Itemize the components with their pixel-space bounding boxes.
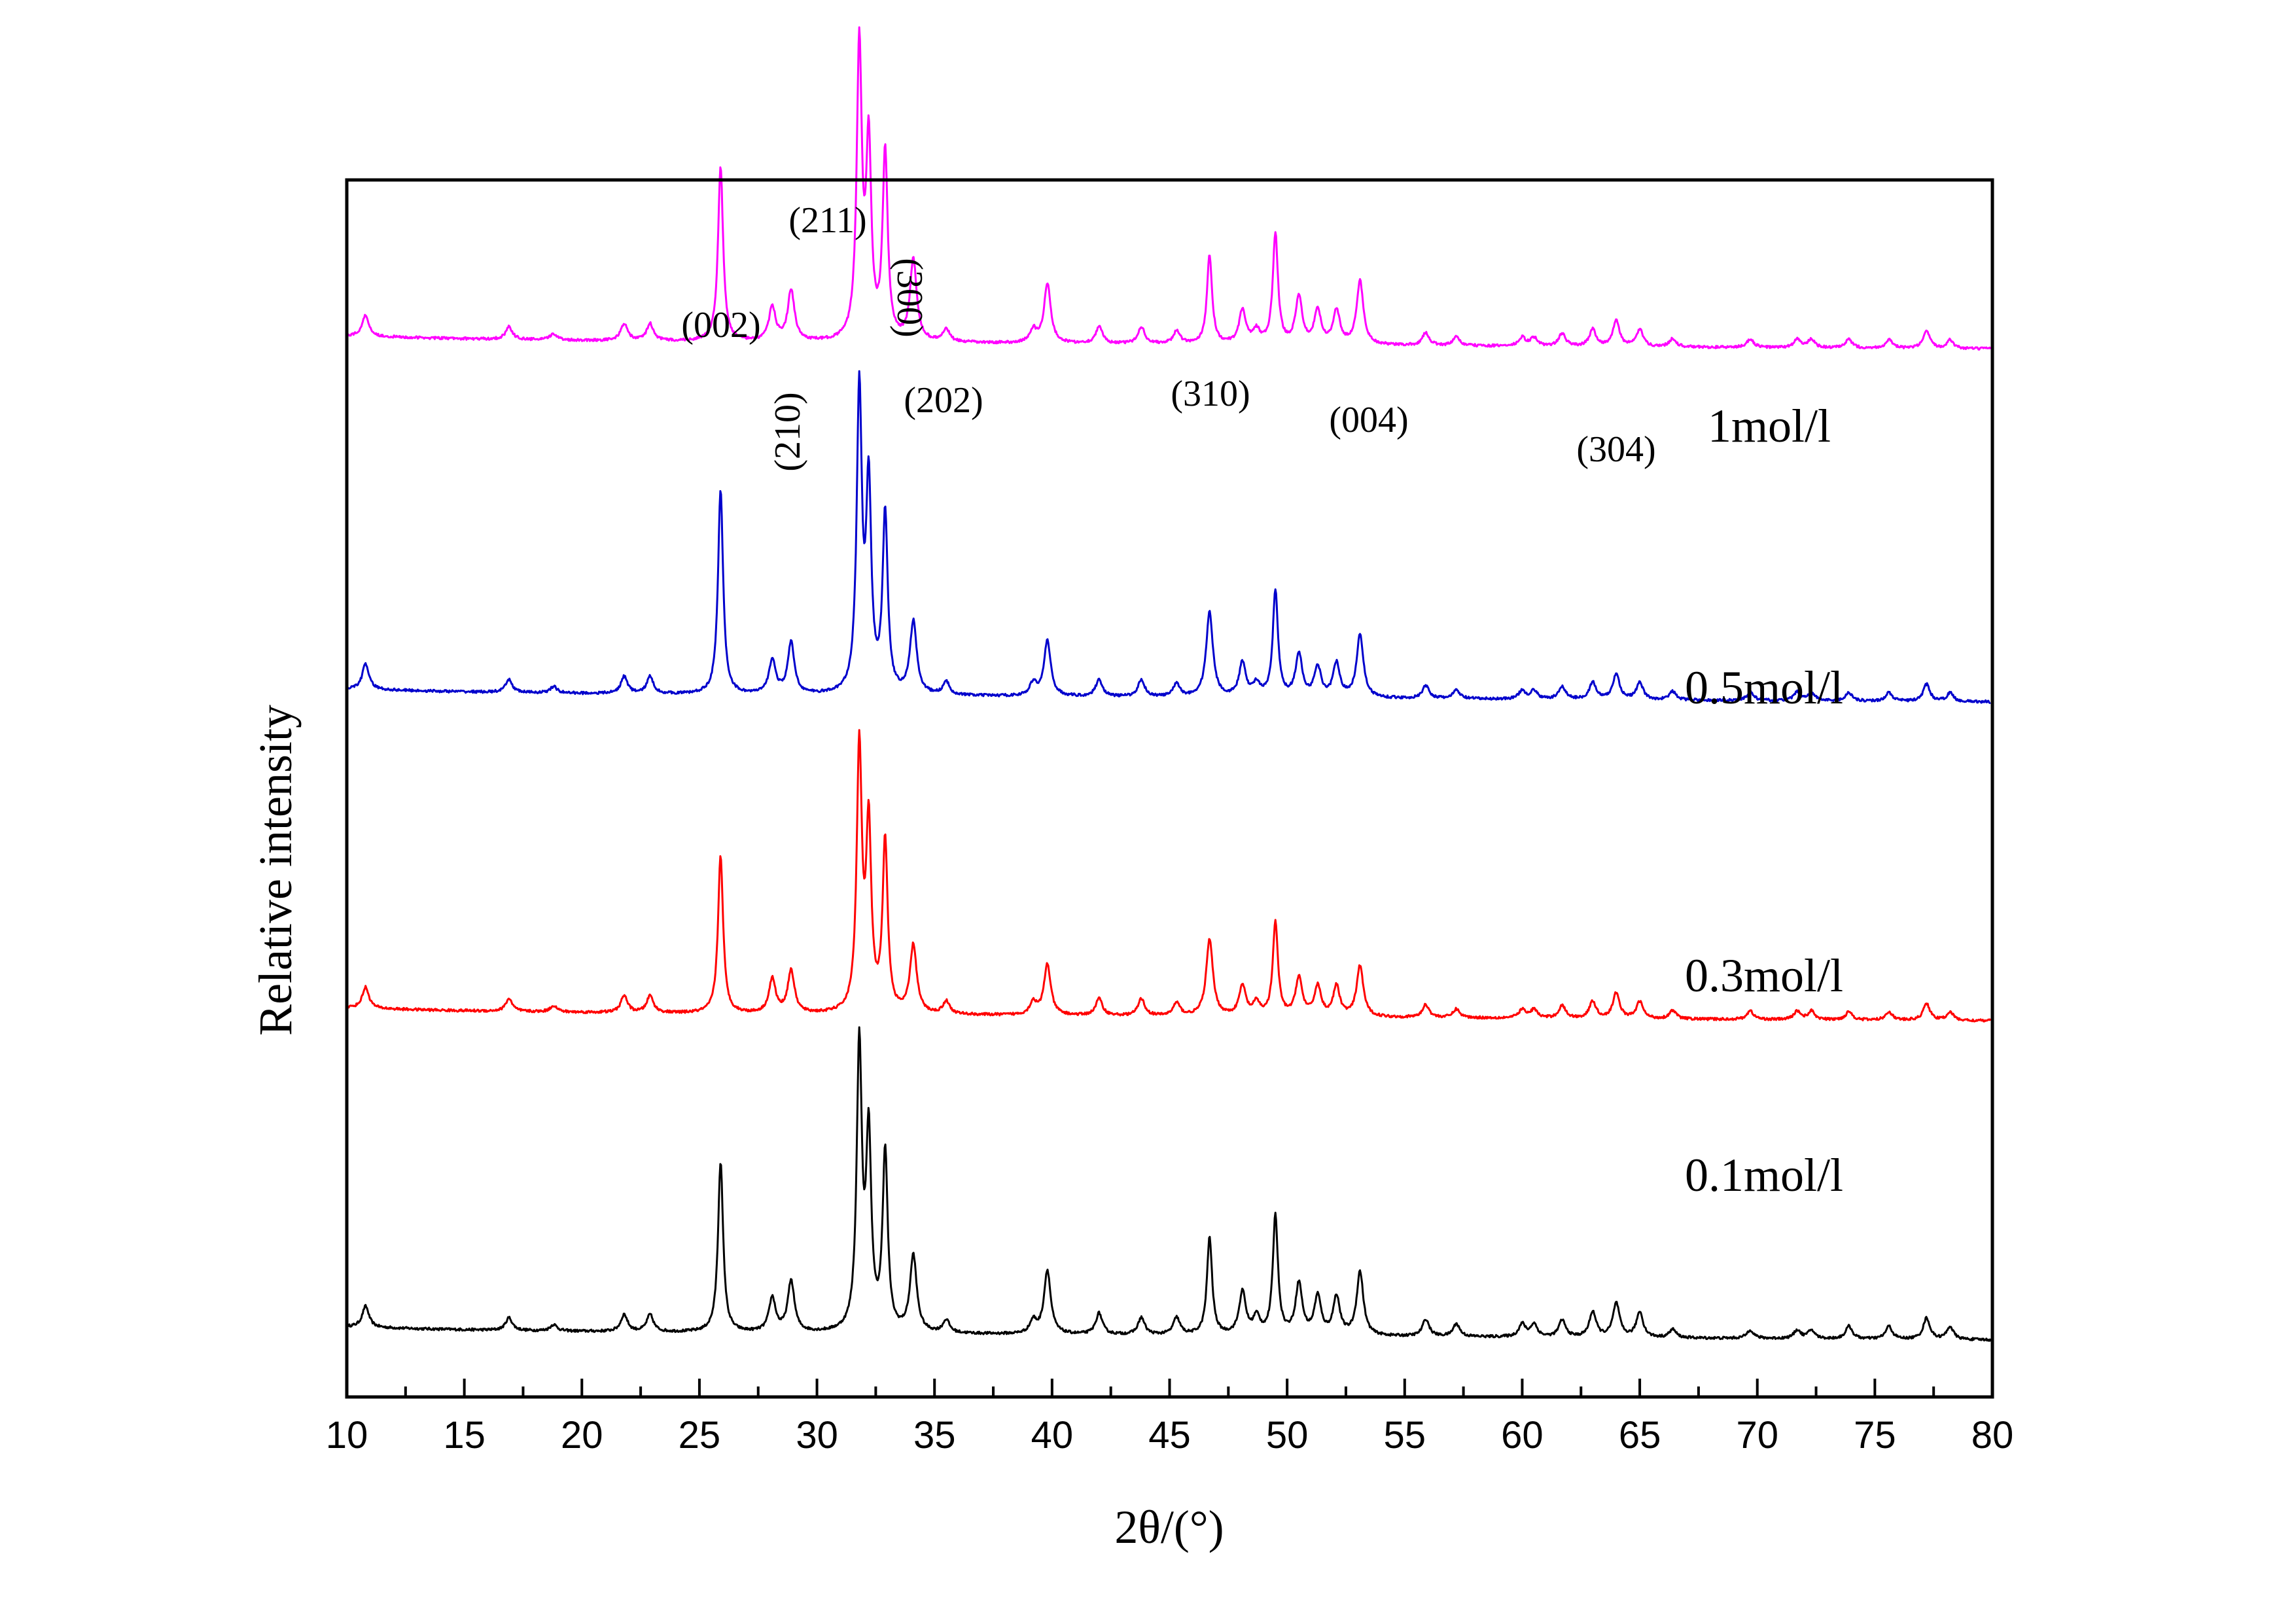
series-layer — [347, 26, 1992, 1342]
x-tick-label: 55 — [1384, 1414, 1426, 1456]
peak-label: (300) — [889, 258, 930, 337]
peak-labels: (002) (210) (211) (300) (202) (310) (004) (304) — [681, 200, 1655, 472]
x-axis-ticks — [345, 1379, 1994, 1397]
series-label: 0.5mol/l — [1685, 662, 1843, 714]
x-tick-label: 75 — [1854, 1414, 1896, 1456]
x-tick-label: 20 — [561, 1414, 603, 1456]
series-line-0-5mol-l — [347, 370, 1991, 704]
series-label: 0.3mol/l — [1685, 949, 1843, 1002]
x-tick-label: 50 — [1266, 1414, 1309, 1456]
peak-label: (310) — [1171, 374, 1250, 414]
x-tick-label: 60 — [1501, 1414, 1544, 1456]
peak-label: (202) — [904, 380, 983, 421]
series-labels: 0.1mol/l 0.3mol/l 0.5mol/l 1mol/l — [1685, 400, 1843, 1201]
series-line-0-1mol-l — [347, 1026, 1992, 1342]
plot-frame — [345, 178, 1994, 1399]
x-tick-label: 15 — [443, 1414, 486, 1456]
peak-label: (002) — [681, 305, 760, 345]
peak-label: (004) — [1329, 400, 1408, 440]
peak-label: (211) — [788, 200, 866, 241]
x-axis-tick-labels: 10 15 20 25 30 35 40 45 50 55 60 65 70 75 80 — [326, 1414, 2014, 1456]
x-tick-label: 30 — [796, 1414, 838, 1456]
x-tick-label: 10 — [326, 1414, 368, 1456]
x-tick-label: 65 — [1619, 1414, 1661, 1456]
series-line-0-3mol-l — [347, 729, 1992, 1023]
x-axis-title: 2θ/(°) — [1114, 1501, 1224, 1553]
x-tick-label: 25 — [679, 1414, 721, 1456]
x-tick-label: 70 — [1736, 1414, 1778, 1456]
series-line-1mol-l — [347, 26, 1992, 351]
x-tick-label: 35 — [913, 1414, 956, 1456]
peak-label: (304) — [1576, 429, 1655, 470]
x-tick-label: 40 — [1031, 1414, 1074, 1456]
x-tick-label: 45 — [1148, 1414, 1191, 1456]
x-tick-label: 80 — [1971, 1414, 2014, 1456]
y-axis-title: Relative intensity — [249, 705, 302, 1036]
series-label: 1mol/l — [1708, 400, 1831, 452]
series-label: 0.1mol/l — [1685, 1149, 1843, 1201]
peak-label: (210) — [768, 392, 808, 471]
